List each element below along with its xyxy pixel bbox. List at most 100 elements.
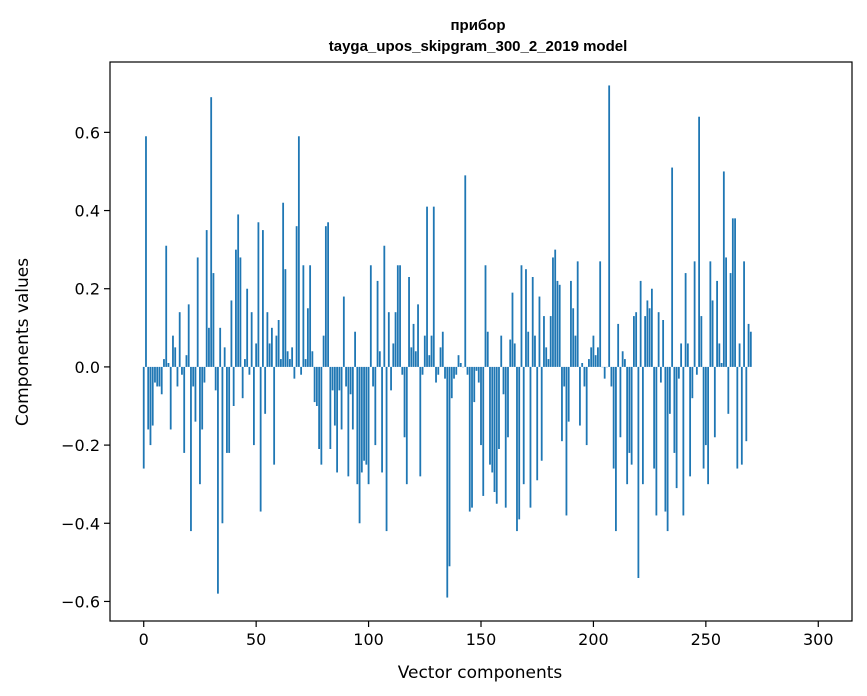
bar-217 [630,366,633,465]
bar-106 [381,366,383,473]
bar-249 [702,366,705,469]
bar-18 [183,366,186,453]
bar-131 [437,366,440,375]
x-tick-label: 200 [578,630,609,649]
bar-219 [635,312,638,367]
bar-43 [239,257,242,367]
bar-235 [671,167,674,367]
y-tick-label: −0.4 [61,514,100,533]
bar-9 [163,359,165,367]
bar-188 [565,366,568,516]
bar-3 [149,366,152,446]
bar-232 [664,366,667,512]
bar-5 [154,366,156,383]
bar-208 [610,366,613,387]
bar-22 [192,366,195,387]
bar-100 [367,366,370,485]
bar-0 [142,366,145,469]
bar-228 [655,366,658,516]
bar-181 [549,316,552,367]
x-tick-label: 250 [691,630,722,649]
bar-189 [567,366,570,422]
bar-40 [232,366,235,406]
bar-161 [504,366,507,508]
bar-125 [423,335,426,367]
bar-79 [320,366,323,465]
bar-269 [747,323,750,367]
bar-66 [291,347,294,367]
bar-90 [345,366,347,387]
bar-262 [731,218,734,367]
bar-115 [401,366,404,375]
bar-104 [376,280,379,367]
bar-178 [543,316,545,367]
bar-182 [552,257,554,367]
bar-54 [264,366,267,414]
bar-74 [309,265,312,367]
bar-264 [736,366,739,469]
bar-245 [693,261,696,367]
bar-137 [450,366,453,399]
bar-157 [495,366,498,504]
bar-220 [637,366,640,578]
bar-268 [745,366,748,442]
bar-35 [221,366,224,524]
bar-17 [181,366,183,375]
bar-169 [522,366,525,485]
bar-166 [516,366,518,532]
bar-114 [399,265,401,367]
bar-225 [648,308,651,367]
bar-33 [217,366,219,594]
bar-207 [608,85,611,367]
bar-6 [156,366,159,387]
bar-108 [385,366,388,532]
bar-216 [628,366,631,453]
bar-195 [581,363,584,367]
bar-58 [273,366,276,465]
bar-122 [417,304,419,367]
x-tick-label: 300 [803,630,834,649]
bar-31 [212,273,215,367]
y-tick-label: 0.2 [75,280,100,299]
bar-257 [720,363,723,367]
bar-47 [248,366,251,375]
bar-4 [151,366,154,426]
bar-236 [673,366,676,453]
bar-240 [682,366,685,516]
bar-39 [230,300,233,367]
bar-175 [536,366,539,481]
bar-99 [365,366,368,465]
bar-78 [318,366,321,449]
bar-205 [603,366,606,379]
bar-194 [579,366,581,426]
bar-118 [408,277,410,367]
bar-88 [340,366,343,430]
bar-72 [304,359,307,367]
bar-201 [594,355,597,367]
y-tick-label: −0.2 [61,436,100,455]
bar-63 [284,269,287,367]
bar-11 [167,363,170,367]
bar-127 [428,355,431,367]
bar-149 [477,366,480,383]
bar-96 [358,366,361,524]
bar-62 [282,202,285,367]
x-tick-label: 50 [246,630,266,649]
bar-197 [585,366,588,446]
bar-242 [686,343,689,367]
bar-44 [241,366,244,399]
bar-136 [448,366,451,567]
bar-80 [322,335,325,367]
bar-32 [214,366,217,391]
bar-126 [426,206,428,367]
bar-95 [356,366,359,485]
bar-120 [412,323,415,367]
bar-144 [466,366,469,375]
bar-176 [538,296,541,367]
bar-87 [338,366,341,391]
bar-267 [743,261,745,367]
bar-98 [363,366,365,461]
bar-110 [390,366,392,391]
bar-133 [441,331,444,367]
